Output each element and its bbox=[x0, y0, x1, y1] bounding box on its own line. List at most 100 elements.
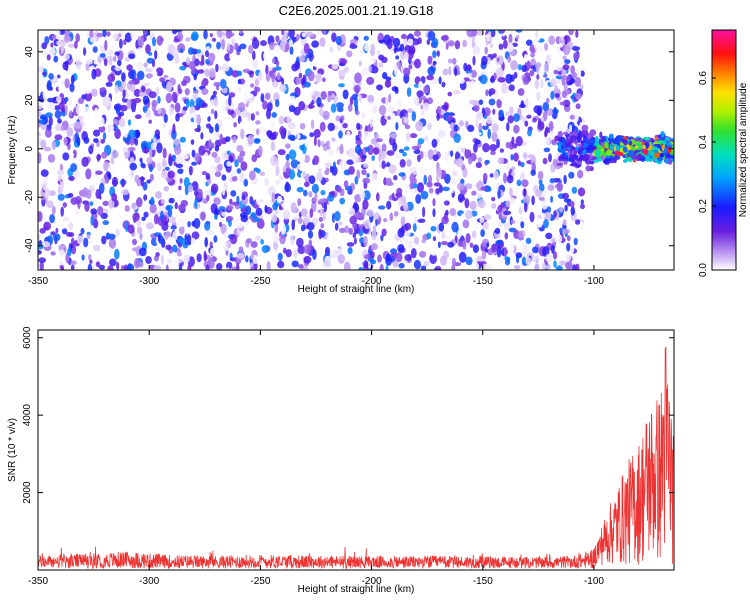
spectrogram-cell bbox=[111, 176, 118, 187]
spectrogram-cell bbox=[184, 234, 188, 246]
spectrogram-cell bbox=[353, 237, 357, 245]
spectrogram-cell bbox=[579, 146, 584, 150]
spectrogram-cell bbox=[243, 93, 249, 104]
spectrogram-cell bbox=[62, 216, 70, 222]
spectrogram-cell bbox=[342, 122, 348, 129]
spectrogram-cell bbox=[540, 68, 545, 76]
spectrogram-cell bbox=[290, 202, 297, 213]
spectrogram-cell bbox=[75, 103, 81, 115]
spectrogram-cell bbox=[322, 110, 330, 121]
spectrogram-cell bbox=[508, 84, 515, 92]
spectrogram-cell bbox=[239, 30, 244, 35]
spectrogram-cell bbox=[175, 154, 183, 165]
spectrogram-cell bbox=[137, 36, 142, 47]
spectrogram-cell bbox=[253, 262, 258, 270]
spectrogram-cell bbox=[339, 143, 344, 155]
colorbar-tick-label: 0.2 bbox=[698, 199, 709, 213]
spectrogram-cell bbox=[556, 66, 562, 72]
spectrogram-cell bbox=[240, 161, 248, 171]
spectrogram-cell bbox=[191, 231, 200, 240]
spectrogram-cell bbox=[146, 157, 153, 164]
spectrogram-cell bbox=[456, 157, 464, 168]
spectrogram-cell bbox=[470, 69, 478, 78]
spectrogram-cell bbox=[80, 177, 87, 188]
x-tick-label: -150 bbox=[473, 276, 493, 287]
spectrogram-cell bbox=[325, 177, 329, 183]
spectrogram-cell bbox=[248, 44, 254, 54]
spectrogram-cell bbox=[533, 39, 538, 49]
spectrogram-cell bbox=[277, 149, 286, 156]
spectrogram-cell bbox=[552, 251, 558, 260]
spectrogram-cell bbox=[415, 121, 424, 132]
spectrogram-cell bbox=[300, 152, 306, 163]
spectrogram-cell bbox=[364, 254, 371, 260]
spectrogram-cell bbox=[565, 254, 572, 262]
spectrogram-cell bbox=[204, 189, 212, 199]
spectrogram-cell bbox=[575, 157, 583, 162]
spectrogram-cell bbox=[225, 98, 229, 106]
spectrogram-cell bbox=[127, 119, 132, 126]
spectrogram-cell bbox=[376, 84, 383, 91]
spectrogram-cell bbox=[204, 237, 208, 248]
spectrogram-cell bbox=[437, 241, 441, 249]
spectrogram-cell bbox=[239, 43, 247, 50]
spectrogram-cell bbox=[308, 175, 316, 185]
spectrogram-cell bbox=[113, 118, 118, 125]
spectrogram-cell bbox=[57, 193, 65, 201]
spectrogram-cell bbox=[399, 43, 405, 52]
spectrogram-cell bbox=[336, 185, 342, 193]
spectrogram-cell bbox=[167, 170, 175, 179]
spectrogram-cell bbox=[575, 103, 581, 110]
spectrogram-cell bbox=[513, 113, 520, 122]
spectrogram-cell bbox=[98, 264, 106, 270]
spectrogram-cell bbox=[362, 199, 369, 210]
spectrogram-cell bbox=[67, 192, 74, 198]
spectrogram-frame bbox=[37, 29, 675, 271]
spectrogram-cell bbox=[506, 161, 511, 172]
spectrogram-cell bbox=[75, 59, 82, 70]
spectrogram-cell bbox=[130, 69, 137, 80]
spectrogram-cell bbox=[214, 214, 218, 220]
spectrogram-cell bbox=[571, 159, 576, 167]
spectrogram-cell bbox=[422, 206, 426, 218]
spectrogram-cell bbox=[296, 133, 301, 140]
spectrogram-cell bbox=[258, 145, 263, 156]
spectrogram-cell bbox=[360, 49, 365, 55]
spectrogram-cell bbox=[545, 264, 552, 270]
spectrogram-cell bbox=[395, 122, 399, 131]
spectrogram-cell bbox=[477, 199, 486, 209]
spectrogram-cell bbox=[653, 149, 659, 154]
spectrogram-cell bbox=[255, 111, 260, 116]
spectrogram-cell bbox=[545, 232, 553, 240]
spectrogram-cell bbox=[255, 195, 264, 206]
spectrogram-cell bbox=[143, 211, 149, 218]
spectrogram-cell bbox=[60, 41, 67, 47]
spectrogram-cell bbox=[176, 252, 183, 257]
spectrogram-cell bbox=[318, 167, 323, 173]
spectrogram-cell bbox=[329, 141, 335, 149]
spectrogram-cell bbox=[106, 96, 111, 106]
spectrogram-cell bbox=[643, 148, 649, 156]
spectrogram-cell bbox=[609, 144, 614, 150]
spectrogram-cell bbox=[564, 59, 571, 65]
spectrogram-cell bbox=[236, 223, 244, 228]
spectrogram-cell bbox=[579, 30, 584, 40]
spectrogram-cell bbox=[250, 100, 258, 111]
spectrogram-cell bbox=[483, 107, 491, 117]
spectrogram-cell bbox=[474, 139, 481, 145]
spectrogram-cell bbox=[226, 161, 232, 167]
spectrogram-cell bbox=[220, 79, 227, 89]
x-tick-label: -150 bbox=[473, 576, 493, 587]
spectrogram-cell bbox=[575, 42, 582, 47]
spectrogram-cell bbox=[354, 213, 362, 219]
spectrogram-cell bbox=[142, 105, 148, 113]
spectrogram-cell bbox=[420, 190, 429, 200]
spectrogram-cell bbox=[121, 189, 129, 196]
spectrogram-cell bbox=[298, 72, 303, 79]
spectrogram-cell bbox=[499, 148, 504, 153]
spectrogram-cell bbox=[454, 67, 458, 77]
spectrogram-cell bbox=[388, 93, 392, 103]
spectrogram-cell bbox=[259, 126, 267, 135]
spectrogram-cell bbox=[245, 255, 249, 263]
spectrogram-cell bbox=[316, 97, 322, 107]
